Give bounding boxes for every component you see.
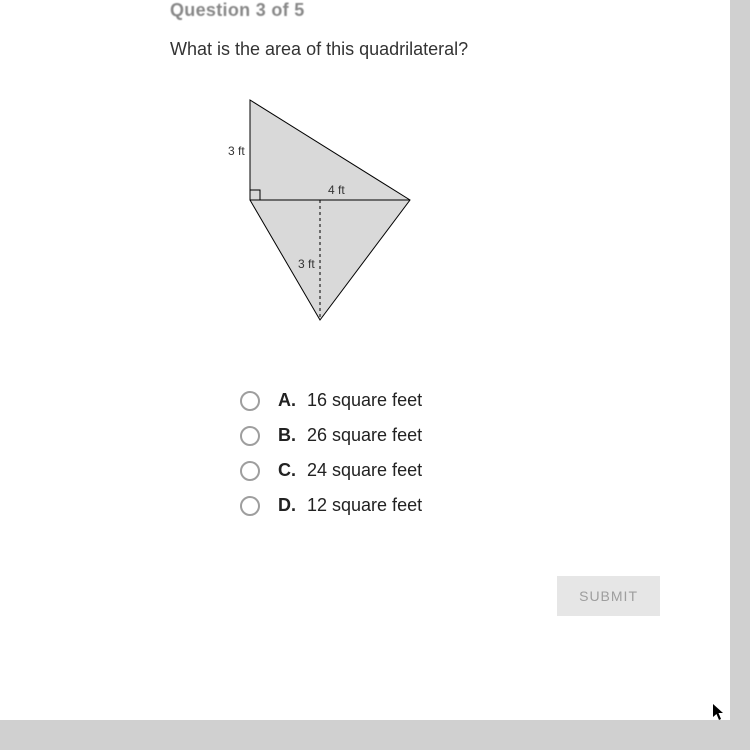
radio-icon[interactable]	[240, 461, 260, 481]
submit-button[interactable]: SUBMIT	[557, 576, 660, 616]
question-counter: Question 3 of 5	[30, 0, 700, 39]
answer-options: A. 16 square feet B. 26 square feet C. 24 …	[30, 390, 700, 516]
option-label: D. 12 square feet	[278, 495, 422, 516]
option-row-d[interactable]: D. 12 square feet	[240, 495, 700, 516]
option-row-b[interactable]: B. 26 square feet	[240, 425, 700, 446]
svg-text:3 ft: 3 ft	[298, 257, 315, 271]
option-text: 24 square feet	[302, 460, 422, 480]
option-text: 12 square feet	[302, 495, 422, 515]
cursor-icon	[712, 703, 726, 726]
option-text: 16 square feet	[302, 390, 422, 410]
radio-icon[interactable]	[240, 391, 260, 411]
option-label: B. 26 square feet	[278, 425, 422, 446]
option-label: A. 16 square feet	[278, 390, 422, 411]
option-row-c[interactable]: C. 24 square feet	[240, 460, 700, 481]
option-letter: C.	[278, 460, 296, 480]
question-card: Question 3 of 5 What is the area of this…	[0, 0, 730, 720]
option-row-a[interactable]: A. 16 square feet	[240, 390, 700, 411]
submit-row: SUBMIT	[30, 576, 700, 616]
quadrilateral-diagram: 3 ft 4 ft 3 ft	[210, 90, 430, 350]
svg-text:4 ft: 4 ft	[328, 183, 345, 197]
radio-icon[interactable]	[240, 426, 260, 446]
question-figure: 3 ft 4 ft 3 ft	[30, 90, 700, 350]
option-label: C. 24 square feet	[278, 460, 422, 481]
radio-icon[interactable]	[240, 496, 260, 516]
option-text: 26 square feet	[302, 425, 422, 445]
question-prompt: What is the area of this quadrilateral?	[30, 39, 700, 90]
svg-text:3 ft: 3 ft	[228, 144, 245, 158]
option-letter: B.	[278, 425, 296, 445]
option-letter: A.	[278, 390, 296, 410]
option-letter: D.	[278, 495, 296, 515]
